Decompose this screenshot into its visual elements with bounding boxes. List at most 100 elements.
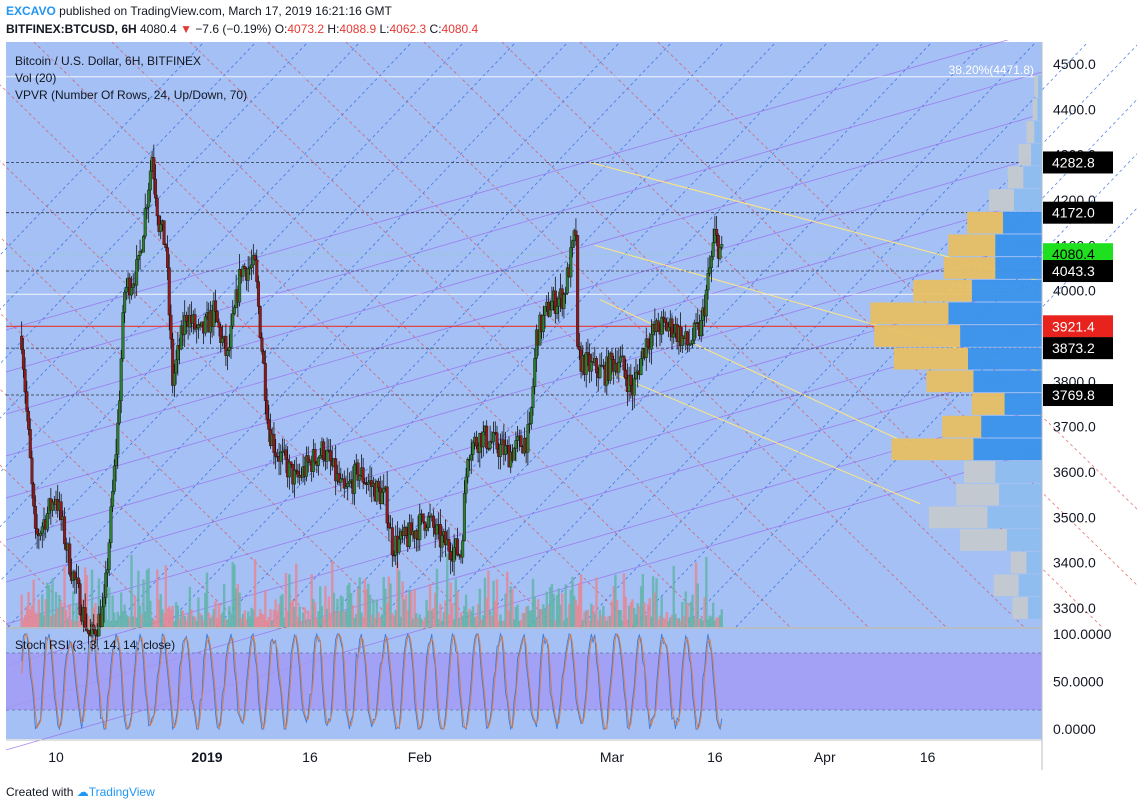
volume-bar	[176, 605, 180, 627]
volume-bar	[691, 594, 694, 627]
legend-stoch-rsi[interactable]: Stoch RSI (3, 3, 14, 14, close)	[15, 638, 176, 652]
volume-bar	[228, 606, 231, 627]
candle-body	[716, 235, 720, 259]
volume-bar	[281, 594, 284, 627]
candle-body	[40, 526, 44, 534]
volume-bar	[22, 620, 25, 627]
volume-bar	[523, 613, 526, 627]
volume-bar	[190, 609, 193, 627]
volume-bar	[30, 605, 34, 627]
volume-bar	[356, 588, 360, 627]
volume-bar	[358, 577, 361, 627]
legend-volume[interactable]: Vol (20)	[15, 71, 57, 85]
candle-body	[334, 458, 338, 482]
candle-body	[392, 554, 396, 557]
volume-bar	[296, 616, 300, 627]
volume-bar	[521, 612, 524, 627]
legend-title[interactable]: Bitcoin / U.S. Dollar, 6H, BITFINEX	[15, 54, 202, 68]
volume-bar	[684, 591, 687, 627]
volume-bar	[607, 616, 610, 627]
volume-bar	[202, 619, 205, 627]
time-tick-label: Feb	[408, 749, 432, 765]
volume-bar	[106, 619, 109, 627]
volume-bar	[655, 578, 658, 627]
volume-bar	[643, 602, 646, 627]
candle-body	[492, 432, 496, 443]
vpvr-down-bar	[891, 438, 974, 461]
price-tick-label: 3400.0	[1053, 555, 1096, 571]
volume-bar	[214, 600, 217, 627]
volume-bar	[536, 599, 540, 627]
candle-body	[109, 506, 113, 543]
candle-body	[667, 326, 671, 332]
volume-bar	[579, 574, 583, 627]
volume-bar	[370, 614, 373, 627]
volume-bar	[583, 611, 586, 627]
volume-bar	[104, 584, 107, 627]
volume-bar	[156, 569, 159, 627]
volume-bar	[476, 604, 480, 627]
legend-vpvr[interactable]: VPVR (Number Of Rows, 24, Up/Down, 70)	[15, 88, 248, 102]
vpvr-up-bar	[999, 483, 1042, 506]
tradingview-logo-icon[interactable]: ☁	[76, 785, 89, 799]
volume-bar	[669, 617, 672, 627]
volume-bar	[365, 589, 368, 627]
volume-bar	[166, 608, 169, 627]
volume-bar	[377, 612, 380, 627]
volume-bar	[636, 603, 639, 627]
candle-body	[129, 287, 133, 296]
time-tick-label: 16	[707, 749, 723, 765]
candle-body	[21, 349, 25, 370]
volume-bar	[185, 620, 188, 627]
volume-bar	[224, 619, 228, 627]
volume-bar	[554, 620, 557, 627]
volume-bar	[641, 573, 645, 627]
time-axis[interactable]: 10 2019 16 Feb Mar 16 Apr 16	[48, 749, 935, 765]
volume-bar	[186, 614, 190, 627]
vpvr-up-bar	[948, 302, 1042, 325]
tradingview-brand[interactable]: TradingView	[88, 785, 155, 799]
high-label: H:	[327, 22, 340, 36]
channel-line-red	[657, 41, 1137, 510]
candle-body	[51, 501, 55, 511]
candle-body	[375, 481, 379, 502]
volume-bar	[135, 617, 138, 627]
channel-line-blue	[423, 41, 985, 628]
candle-body	[421, 513, 425, 523]
candle-body	[255, 259, 259, 282]
volume-bar	[456, 591, 459, 627]
volume-bar	[507, 610, 511, 627]
volume-bar	[262, 614, 265, 627]
volume-bar	[97, 578, 101, 627]
candle-body	[485, 425, 489, 449]
volume-bar	[193, 616, 197, 627]
candle-body	[121, 312, 125, 359]
volume-bar	[458, 618, 461, 627]
volume-bar	[61, 606, 65, 627]
symbol-line: BITFINEX:BTCUSD, 6H 4080.4 ▼ −7.6 (−0.19…	[6, 22, 478, 36]
volume-bar	[379, 617, 382, 627]
publisher-name[interactable]: EXCAVO	[6, 4, 56, 18]
candle-body	[226, 350, 230, 356]
volume-bar	[478, 588, 482, 627]
volume-bar	[337, 611, 341, 627]
candle-body	[709, 256, 713, 268]
price-change: −7.6 (−0.19%)	[195, 22, 272, 36]
candle-body	[83, 607, 87, 628]
vpvr-up-bar	[973, 438, 1042, 461]
volume-bar	[639, 586, 643, 627]
candle-body	[23, 369, 27, 392]
volume-bar	[667, 620, 670, 627]
price-chart[interactable]: 38.20%(4471.8)23.60%(3992.0) 3300.03400.…	[0, 40, 1137, 785]
candle-body	[100, 606, 104, 627]
volume-bar	[25, 606, 29, 627]
channel-line-blue	[475, 41, 1037, 628]
time-tick-label: 10	[48, 749, 64, 765]
price-level-tag-text: 3921.4	[1052, 318, 1095, 334]
volume-bar	[502, 620, 506, 627]
volume-bar	[411, 618, 415, 627]
channel-line-purple	[5, 281, 1043, 583]
volume-bar	[399, 616, 403, 627]
volume-bar	[434, 592, 437, 627]
candle-body	[243, 266, 247, 269]
